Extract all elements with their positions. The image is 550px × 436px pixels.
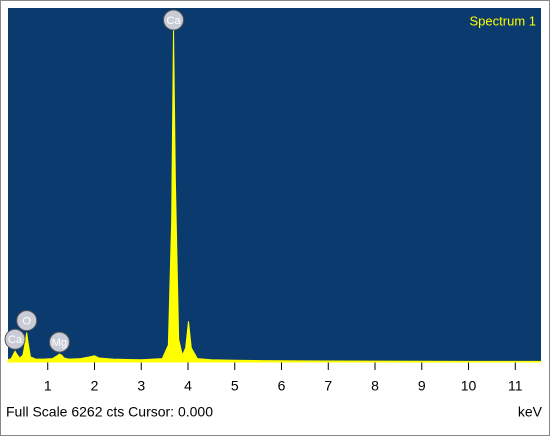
x-tick-label: 5 — [231, 378, 239, 394]
chart-title: Spectrum 1 — [470, 13, 536, 28]
x-tick-label: 9 — [418, 378, 426, 394]
peak-label: Ca — [8, 334, 23, 346]
plot-area — [8, 8, 541, 362]
x-tick-label: 11 — [508, 378, 523, 394]
x-axis-label: keV — [518, 404, 543, 420]
peak-marker — [4, 328, 26, 350]
peak-label: Ca — [166, 15, 181, 27]
x-tick-label: 3 — [137, 378, 145, 394]
x-tick-label: 1 — [44, 378, 52, 394]
peak-label: Mg — [52, 337, 67, 349]
status-footer: Full Scale 6262 cts Cursor: 0.000 — [6, 404, 213, 420]
x-tick-label: 6 — [278, 378, 286, 394]
peak-marker — [16, 310, 38, 332]
x-tick-label: 10 — [461, 378, 477, 394]
peak-label: O — [22, 316, 31, 328]
spectrum-area — [7, 28, 542, 363]
x-tick-label: 7 — [324, 378, 332, 394]
x-tick-label: 2 — [91, 378, 99, 394]
x-tick-label: 4 — [184, 378, 192, 394]
peak-marker — [163, 9, 185, 31]
x-tick-label: 8 — [371, 378, 379, 394]
peak-marker — [48, 331, 70, 353]
